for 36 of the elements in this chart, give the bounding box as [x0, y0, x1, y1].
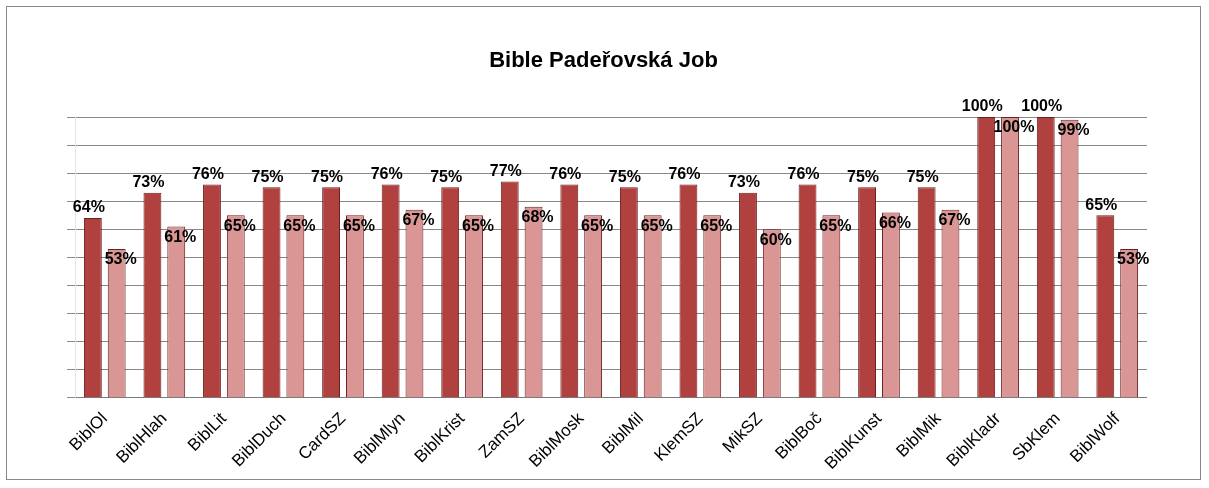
chart-title: Bible Padeřovská Job: [488, 47, 719, 73]
data-label: 65%: [342, 216, 375, 234]
data-label: 67%: [938, 211, 971, 229]
data-label: 75%: [251, 167, 284, 185]
data-label: 76%: [668, 164, 701, 182]
data-label: 75%: [608, 167, 641, 185]
data-label: 65%: [462, 216, 495, 234]
data-label: 76%: [191, 164, 224, 182]
data-label: 65%: [640, 216, 673, 234]
data-label: 75%: [311, 167, 344, 185]
data-label: 67%: [402, 211, 435, 229]
data-label: 77%: [489, 161, 522, 179]
data-label: 53%: [1117, 250, 1150, 268]
data-label: 68%: [521, 208, 554, 226]
data-label: 99%: [1057, 121, 1090, 139]
data-label: 76%: [787, 164, 820, 182]
data-label: 65%: [700, 216, 733, 234]
data-label: 100%: [1021, 97, 1063, 115]
data-label: 65%: [223, 216, 256, 234]
data-label: 60%: [759, 230, 792, 248]
data-label: 75%: [906, 167, 939, 185]
data-label: 73%: [727, 173, 760, 191]
data-label: 75%: [430, 167, 463, 185]
data-label: 53%: [104, 250, 137, 268]
data-label: 73%: [132, 173, 165, 191]
data-label: 65%: [581, 216, 614, 234]
data-label: 65%: [1085, 195, 1118, 213]
data-label: 66%: [878, 213, 911, 231]
data-label: 76%: [549, 164, 582, 182]
data-label: 75%: [847, 167, 880, 185]
data-label: 65%: [283, 216, 316, 234]
data-label: 76%: [370, 164, 403, 182]
data-label: 61%: [164, 227, 197, 245]
data-label: 64%: [72, 198, 105, 216]
data-label: 100%: [961, 97, 1003, 115]
data-label: 65%: [819, 216, 852, 234]
